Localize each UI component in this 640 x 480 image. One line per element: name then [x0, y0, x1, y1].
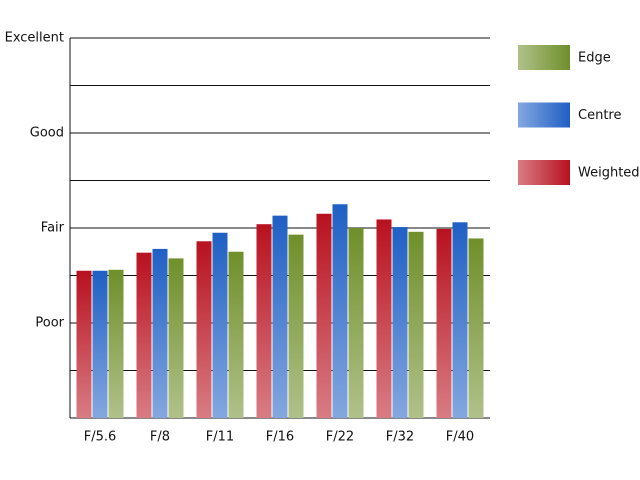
bar — [168, 258, 184, 418]
bar — [92, 270, 108, 418]
legend-label: Centre — [578, 108, 621, 123]
bar — [196, 241, 212, 418]
y-tick-label: Poor — [35, 316, 64, 331]
y-tick-label: Excellent — [5, 31, 64, 46]
x-tick-label: F/5.6 — [84, 430, 117, 445]
bar — [468, 238, 484, 418]
bar — [272, 215, 288, 418]
x-tick-label: F/40 — [446, 430, 474, 445]
y-tick-label: Fair — [41, 221, 65, 236]
x-tick-label: F/8 — [150, 430, 170, 445]
y-tick-label: Good — [30, 126, 64, 141]
bar — [152, 248, 168, 418]
bar — [228, 251, 244, 418]
bar — [108, 269, 124, 418]
bar — [408, 231, 424, 418]
legend-swatch — [518, 102, 570, 128]
bar — [136, 252, 152, 418]
x-tick-label: F/16 — [266, 430, 294, 445]
bar — [76, 270, 92, 418]
bar — [392, 227, 408, 418]
legend-label: Edge — [578, 51, 611, 66]
bar — [256, 224, 272, 418]
x-tick-label: F/22 — [326, 430, 354, 445]
legend-swatch — [518, 160, 570, 185]
bar — [288, 234, 304, 418]
bar — [332, 204, 348, 418]
bar — [348, 228, 364, 418]
bar — [452, 222, 468, 418]
bar — [436, 228, 452, 418]
bar — [376, 219, 392, 418]
legend-label: Weighted — [578, 166, 640, 181]
x-tick-label: F/32 — [386, 430, 414, 445]
bar — [212, 232, 228, 418]
legend-swatch — [518, 45, 570, 70]
x-tick-label: F/11 — [206, 430, 234, 445]
bar — [316, 213, 332, 418]
